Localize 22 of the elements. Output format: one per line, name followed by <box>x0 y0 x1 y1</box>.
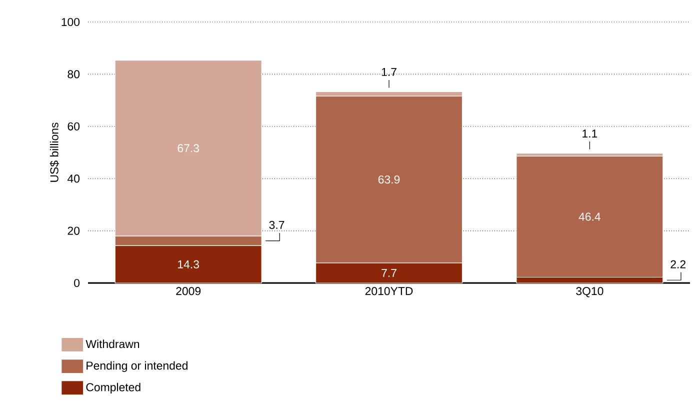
y-tick-label: 20 <box>68 226 80 235</box>
data-label: 63.9 <box>378 175 400 184</box>
x-tick-label: 3Q10 <box>576 287 604 298</box>
x-tick-label: 2009 <box>176 287 201 296</box>
legend-label: Completed <box>86 382 140 394</box>
x-tick-label: 2010YTD <box>365 287 413 296</box>
data-label: 1.1 <box>582 130 598 138</box>
y-tick-label: 40 <box>68 174 80 183</box>
data-label: 46.4 <box>578 212 600 221</box>
y-tick-label: 60 <box>68 122 80 130</box>
legend-label: Pending or intended <box>86 361 188 372</box>
data-label: 14.3 <box>178 260 199 268</box>
data-label: 2.2 <box>670 260 686 268</box>
y-tick-label: 80 <box>68 70 80 78</box>
legend-label: Withdrawn <box>86 340 140 348</box>
data-label: 3.7 <box>269 220 284 229</box>
y-tick-label: 100 <box>62 18 80 26</box>
data-label: 7.7 <box>382 269 396 277</box>
y-axis-title: US$ billions <box>50 122 60 182</box>
y-tick-label: 0 <box>74 278 80 288</box>
data-label: 1.7 <box>382 68 396 76</box>
data-label: 67.3 <box>178 144 199 152</box>
